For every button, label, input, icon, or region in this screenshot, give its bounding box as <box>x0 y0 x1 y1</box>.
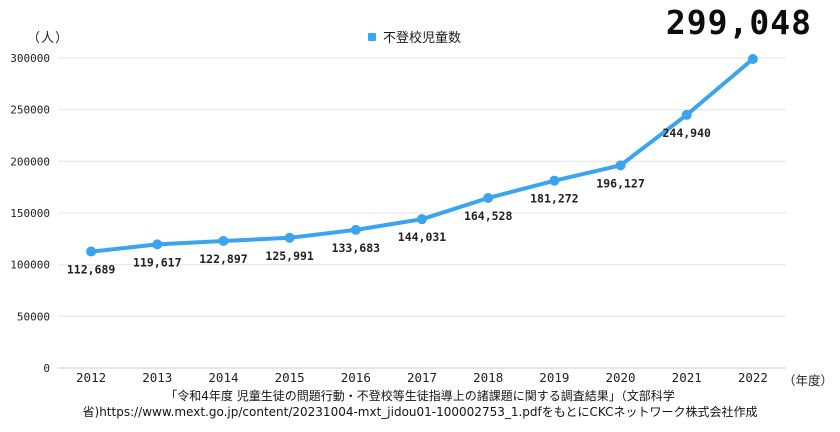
data-point-label: 119,617 <box>133 255 182 269</box>
data-point-label: 196,127 <box>596 176 645 190</box>
y-tick-label: 150000 <box>10 207 50 220</box>
data-point-marker <box>549 175 560 186</box>
x-tick-label: 2012 <box>76 370 106 385</box>
data-point-marker <box>350 224 361 235</box>
data-point-marker <box>218 236 229 247</box>
x-tick-label: 2022 <box>738 370 768 385</box>
y-tick-label: 100000 <box>10 259 50 272</box>
x-tick-label: 2018 <box>473 370 503 385</box>
data-point-label: 144,031 <box>398 230 447 244</box>
y-axis-unit-label: （人） <box>27 31 70 46</box>
data-point-label: 112,689 <box>67 263 116 277</box>
y-tick-label: 300000 <box>10 52 50 65</box>
source-citation: 「令和4年度 児童生徒の問題行動・不登校等生徒指導上の諸課題に関する調査結果」（… <box>0 388 840 420</box>
data-point-label: 244,940 <box>662 126 711 140</box>
legend-marker-icon <box>368 32 376 41</box>
y-tick-label: 50000 <box>17 310 50 323</box>
data-point-marker <box>615 160 626 171</box>
data-point-marker <box>681 109 692 120</box>
source-citation-line1: 「令和4年度 児童生徒の問題行動・不登校等生徒指導上の諸課題に関する調査結果」（… <box>165 389 675 403</box>
data-point-label: 122,897 <box>199 252 248 266</box>
x-tick-label: 2015 <box>275 370 305 385</box>
x-axis-unit-label: （年度） <box>783 373 834 388</box>
data-point-marker <box>747 53 758 64</box>
y-tick-label: 250000 <box>10 104 50 117</box>
x-tick-label: 2013 <box>142 370 172 385</box>
source-citation-line2: 省)https://www.mext.go.jp/content/2023100… <box>82 405 758 419</box>
data-point-label: 133,683 <box>332 241 381 255</box>
x-tick-label: 2019 <box>539 370 569 385</box>
legend: 不登校児童数 <box>368 27 461 46</box>
data-point-marker <box>483 192 494 203</box>
data-point-marker <box>86 246 97 257</box>
x-tick-label: 2014 <box>208 370 238 385</box>
x-tick-label: 2017 <box>407 370 437 385</box>
data-point-marker <box>417 214 427 225</box>
y-tick-label: 200000 <box>10 155 50 168</box>
data-point-label: 125,991 <box>265 249 314 263</box>
y-tick-label: 0 <box>43 362 50 375</box>
data-point-label: 164,528 <box>464 209 513 223</box>
legend-label: 不登校児童数 <box>383 31 462 46</box>
data-point-marker <box>152 239 163 250</box>
x-tick-label: 2021 <box>672 370 702 385</box>
x-tick-label: 2020 <box>605 370 635 385</box>
x-tick-label: 2016 <box>341 370 371 385</box>
data-point-marker <box>284 232 295 243</box>
latest-value-callout: 299,048 <box>665 3 812 42</box>
data-point-label: 181,272 <box>530 192 578 206</box>
